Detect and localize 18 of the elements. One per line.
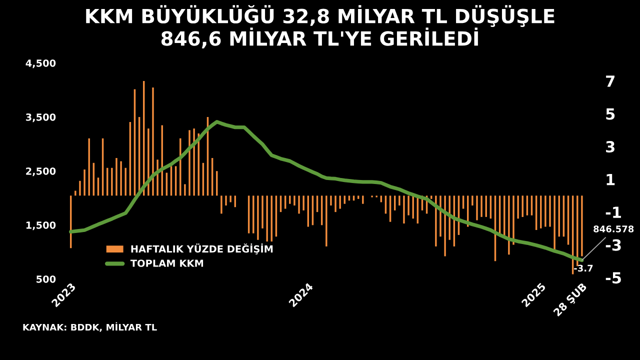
- y-tick-label: 4,500: [26, 59, 56, 68]
- y-tick-label: 1,500: [26, 221, 56, 230]
- y2-tick-label: -5: [606, 272, 621, 284]
- annotation: -3.7: [574, 264, 593, 272]
- y2-tick-label: 5: [606, 108, 615, 120]
- y2-tick-label: 7: [606, 76, 614, 87]
- legend-label: HAFTALIK YÜZDE DEĞİŞİM: [131, 244, 273, 254]
- y-tick-label: 3,500: [26, 113, 56, 122]
- y2-tick-label: -1: [606, 206, 621, 218]
- legend-label: TOPLAM KKM: [130, 260, 204, 267]
- y2-tick-label: 3: [606, 140, 614, 153]
- y2-tick-label: 1: [606, 174, 615, 186]
- y-tick-label: 500: [36, 275, 56, 283]
- y-tick-label: 2,500: [26, 167, 56, 176]
- annotation: 846.578: [594, 226, 634, 232]
- y2-tick-label: -3: [606, 239, 621, 251]
- chart-title: KKM BÜYÜKLÜĞÜ 32,8 MİLYAR TL DÜŞÜŞLE 846,6 MİLYAR TL'YE GERİLEDİ: [86, 5, 554, 48]
- text: KAYNAK: BDDK, MİLYAR TL: [23, 322, 157, 332]
